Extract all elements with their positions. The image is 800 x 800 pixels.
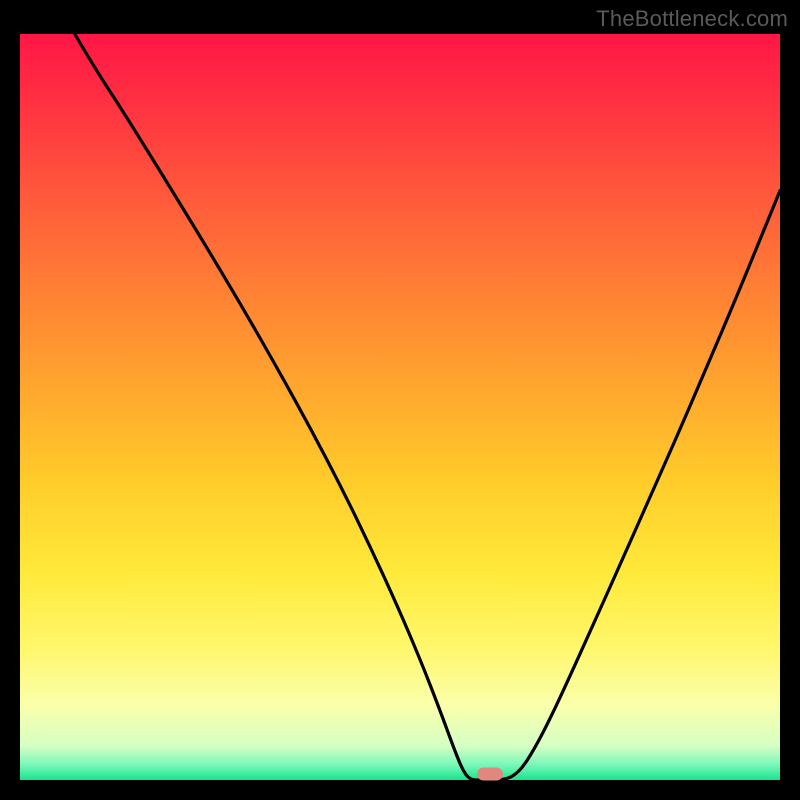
optimal-marker <box>477 768 503 781</box>
chart-frame: TheBottleneck.com <box>0 0 800 800</box>
watermark-text: TheBottleneck.com <box>596 6 788 32</box>
plot-area <box>20 34 780 780</box>
bottleneck-curve <box>20 34 780 780</box>
